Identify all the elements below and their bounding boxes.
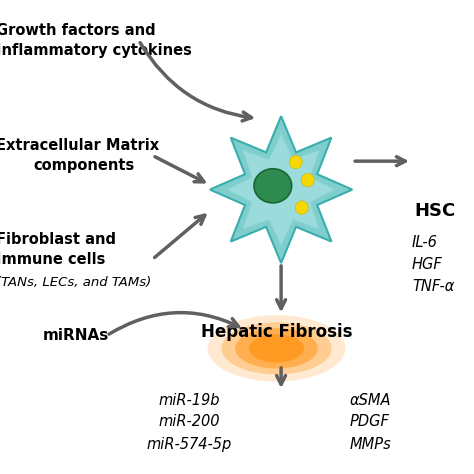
Circle shape <box>295 201 308 214</box>
Polygon shape <box>210 116 352 263</box>
Text: HSC: HSC <box>414 202 456 220</box>
Text: Fibroblast and: Fibroblast and <box>0 232 116 247</box>
Text: MMPs: MMPs <box>350 437 392 452</box>
Text: Immune cells: Immune cells <box>0 252 106 267</box>
Circle shape <box>289 155 302 169</box>
Ellipse shape <box>249 334 304 363</box>
Text: miR-200: miR-200 <box>158 414 220 429</box>
Text: HGF: HGF <box>412 256 443 272</box>
Text: IL-6: IL-6 <box>412 235 438 250</box>
Text: Inflammatory cytokines: Inflammatory cytokines <box>0 43 192 58</box>
Polygon shape <box>226 133 336 246</box>
Ellipse shape <box>254 169 292 203</box>
Ellipse shape <box>235 328 318 369</box>
Text: components: components <box>33 158 134 173</box>
Text: TNF-α: TNF-α <box>412 279 455 294</box>
Text: (TANs, LECs, and TAMs): (TANs, LECs, and TAMs) <box>0 275 152 289</box>
Ellipse shape <box>221 322 332 374</box>
Circle shape <box>301 173 314 187</box>
Text: αSMA: αSMA <box>350 393 392 408</box>
Text: miR-574-5p: miR-574-5p <box>146 437 232 452</box>
Text: Extracellular Matrix: Extracellular Matrix <box>0 138 159 153</box>
Text: miRNAs: miRNAs <box>42 328 109 343</box>
Text: Hepatic Fibrosis: Hepatic Fibrosis <box>201 323 352 341</box>
Text: PDGF: PDGF <box>350 414 390 429</box>
Text: Growth factors and: Growth factors and <box>0 23 156 38</box>
Text: miR-19b: miR-19b <box>158 393 220 408</box>
Ellipse shape <box>208 315 346 382</box>
